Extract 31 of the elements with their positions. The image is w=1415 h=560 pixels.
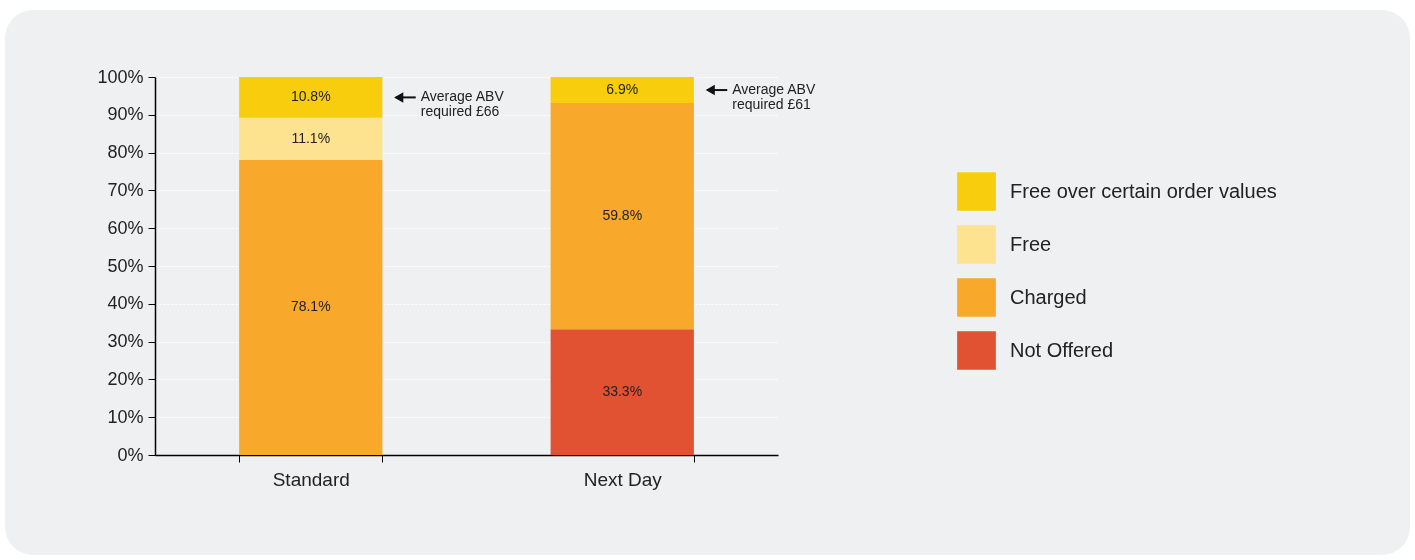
bar: [550, 329, 694, 455]
y-tick-label: 100%: [97, 66, 144, 87]
legend-label: Free: [1010, 232, 1052, 255]
y-tick-label: 70%: [107, 179, 144, 200]
data-label: 6.9%: [606, 81, 639, 98]
bar: [550, 103, 694, 330]
y-tick-label: 0%: [117, 444, 144, 465]
y-tick-label: 10%: [107, 406, 144, 427]
legend-label: Charged: [1010, 285, 1087, 308]
bar: [239, 159, 383, 455]
legend-label: Free over certain order values: [1010, 179, 1277, 202]
bar: [550, 77, 694, 104]
data-label: 11.1%: [291, 129, 331, 146]
data-label: 59.8%: [602, 207, 643, 224]
data-label: 33.3%: [602, 383, 643, 400]
y-tick-label: 80%: [107, 142, 144, 163]
bar: [239, 117, 383, 160]
y-tick-label: 30%: [107, 331, 144, 352]
annotation: Average ABV required £61: [732, 81, 816, 113]
data-label: 78.1%: [290, 298, 331, 315]
legend-label: Not Offered: [1010, 338, 1114, 361]
x-tick-label: Standard: [272, 468, 350, 490]
x-tick-label: Next Day: [583, 468, 663, 490]
y-tick-label: 20%: [107, 368, 144, 389]
y-tick-label: 90%: [107, 104, 144, 125]
data-label: 10.8%: [290, 88, 331, 105]
y-tick-label: 40%: [107, 293, 144, 314]
annotation: Average ABV required £66: [420, 88, 505, 120]
bar: [239, 77, 383, 118]
y-tick-label: 50%: [107, 255, 144, 276]
y-tick-label: 60%: [107, 217, 144, 238]
